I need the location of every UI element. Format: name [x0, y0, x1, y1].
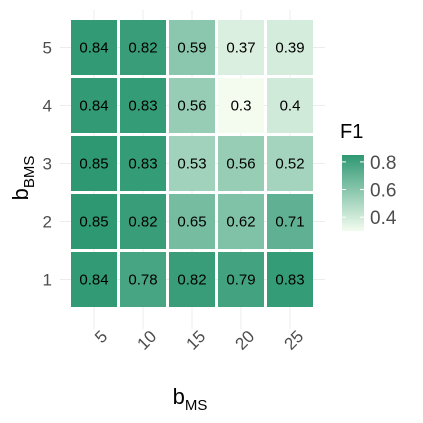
y-tick-label: 4 — [43, 97, 52, 116]
x-tick-label: 5 — [91, 327, 111, 347]
legend-ticks: 0.8 0.6 0.4 — [342, 153, 397, 229]
x-axis-title: bMS — [173, 384, 208, 414]
heatmap-cell — [169, 78, 215, 133]
x-tick-label: 10 — [133, 327, 160, 354]
y-tick-label: 1 — [43, 271, 52, 290]
heatmap-cell — [267, 194, 313, 249]
x-tick-label: 20 — [231, 327, 258, 354]
y-tick-label: 5 — [43, 39, 52, 58]
x-tick-label: 25 — [280, 327, 307, 354]
heatmap-cells: 0.84 0.78 0.82 0.79 0.83 0.85 0.82 0.65 0.62 0.71… — [71, 20, 313, 307]
heatmap-cell — [218, 20, 264, 75]
cell-value-label: 0.52 — [275, 156, 304, 173]
heatmap-cell — [218, 136, 264, 191]
heatmap-cell — [120, 252, 166, 307]
y-tick-label: 2 — [43, 213, 52, 232]
legend-tick-label: 0.4 — [370, 208, 397, 229]
cell-value-label: 0.84 — [79, 98, 108, 115]
cell-value-label: 0.71 — [275, 214, 304, 231]
cell-value-label: 0.82 — [177, 272, 206, 289]
x-axis-ticks: 5 10 15 20 25 — [91, 327, 307, 354]
x-axis-title-subscript: MS — [185, 397, 208, 414]
color-legend: F1 0.8 0.6 0.4 — [340, 121, 397, 231]
heatmap-cell — [218, 78, 264, 133]
cell-value-label: 0.59 — [177, 40, 206, 57]
heatmap-cell — [169, 194, 215, 249]
cell-value-label: 0.83 — [128, 156, 157, 173]
cell-value-label: 0.3 — [231, 98, 252, 115]
heatmap-cell — [71, 252, 117, 307]
heatmap-cell — [120, 78, 166, 133]
cell-value-label: 0.78 — [128, 272, 157, 289]
cell-value-label: 0.82 — [128, 40, 157, 57]
cell-value-label: 0.65 — [177, 214, 206, 231]
heatmap-cell — [218, 194, 264, 249]
y-axis-title-subscript: BMS — [21, 156, 38, 189]
cell-value-label: 0.84 — [79, 40, 108, 57]
heatmap-cell — [120, 136, 166, 191]
cell-value-label: 0.82 — [128, 214, 157, 231]
heatmap-cell — [169, 20, 215, 75]
legend-colorbar — [342, 155, 364, 231]
cell-value-label: 0.37 — [226, 40, 255, 57]
heatmap-cell — [267, 78, 313, 133]
heatmap-cell — [71, 20, 117, 75]
legend-tick-label: 0.6 — [370, 181, 396, 202]
cell-value-label: 0.79 — [226, 272, 255, 289]
cell-value-label: 0.85 — [79, 214, 108, 231]
heatmap-cell — [267, 20, 313, 75]
heatmap-cell — [71, 78, 117, 133]
cell-value-label: 0.53 — [177, 156, 206, 173]
y-axis-title-base: b — [8, 188, 33, 200]
heatmap-cell — [169, 136, 215, 191]
y-axis-ticks: 1 2 3 4 5 — [43, 39, 52, 290]
cell-value-label: 0.56 — [226, 156, 255, 173]
heatmap-cell — [267, 252, 313, 307]
heatmap-cell — [120, 194, 166, 249]
cell-value-label: 0.39 — [275, 40, 304, 57]
legend-title: F1 — [340, 121, 363, 143]
heatmap-cell — [71, 136, 117, 191]
x-axis-title-base: b — [173, 384, 185, 409]
y-axis-title: bBMS — [8, 156, 38, 201]
y-tick-label: 3 — [43, 155, 52, 174]
heatmap-cell — [169, 252, 215, 307]
heatmap-cell — [71, 194, 117, 249]
cell-value-label: 0.4 — [280, 98, 301, 115]
cell-value-label: 0.62 — [226, 214, 255, 231]
x-tick-label: 15 — [182, 327, 209, 354]
heatmap-cell — [218, 252, 264, 307]
cell-value-label: 0.84 — [79, 272, 108, 289]
cell-value-label: 0.83 — [275, 272, 304, 289]
heatmap-cell — [267, 136, 313, 191]
cell-value-label: 0.85 — [79, 156, 108, 173]
cell-value-label: 0.83 — [128, 98, 157, 115]
legend-tick-label: 0.8 — [370, 153, 396, 174]
cell-value-label: 0.56 — [177, 98, 206, 115]
heatmap-cell — [120, 20, 166, 75]
